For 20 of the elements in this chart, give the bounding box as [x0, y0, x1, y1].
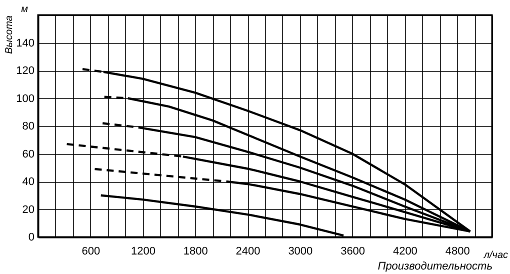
x-tick-label: 1800	[183, 246, 208, 258]
text: м	[21, 4, 28, 15]
y-tick-label: 0	[28, 232, 34, 244]
x-tick-label: 2400	[236, 246, 260, 258]
x-tick-label: 1200	[131, 246, 156, 258]
x-tick-label: 3000	[288, 246, 313, 258]
y-tick-label: 60	[22, 148, 34, 160]
y-tick-label: 100	[16, 92, 34, 105]
text: л/час	[482, 250, 508, 261]
x-tick-label: 4800	[445, 246, 470, 258]
y-tick-label: 20	[22, 204, 34, 216]
y-tick-label: 120	[16, 65, 34, 77]
y-tick-label: 80	[22, 120, 34, 132]
y-axis-title: Высота	[4, 15, 16, 54]
x-tick-label: 3600	[340, 246, 366, 258]
x-tick-label: 4200	[392, 246, 418, 258]
x-tick-label: 600	[82, 246, 100, 258]
y-tick-label: 40	[22, 176, 34, 188]
x-axis-title: Производительность	[378, 260, 493, 272]
y-tick-label: 140	[16, 37, 34, 50]
